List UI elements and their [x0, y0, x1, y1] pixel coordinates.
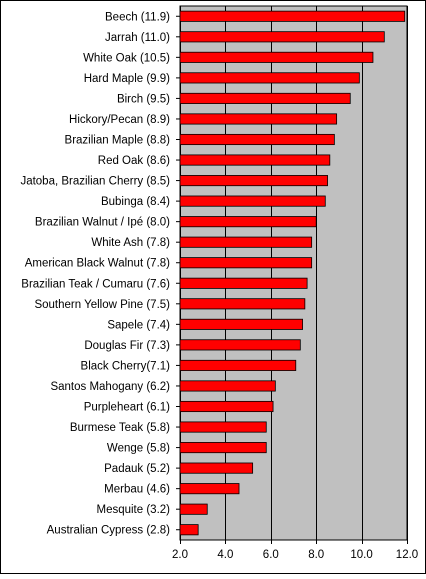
plot-area — [179, 5, 408, 541]
bar — [179, 442, 267, 454]
bar — [179, 31, 385, 43]
category-label: American Black Walnut (7.8) — [25, 258, 170, 270]
category-label: Douglas Fir (7.3) — [84, 340, 170, 352]
x-tick-label: 6.0 — [263, 549, 279, 561]
category-label: Red Oak (8.6) — [98, 155, 170, 167]
category-label: Padauk (5.2) — [104, 463, 170, 475]
bar — [179, 113, 338, 125]
bar — [179, 154, 331, 166]
x-tick-label: 10.0 — [350, 549, 372, 561]
category-labels: Beech (11.9) Jarrah (11.0) White Oak (10.5… — [20, 11, 180, 537]
bars — [179, 10, 406, 536]
bar — [179, 483, 240, 495]
category-label: Bubinga (8.4) — [101, 196, 170, 208]
category-label: Jatoba, Brazilian Cherry (8.5) — [20, 176, 170, 188]
bar — [179, 257, 313, 269]
x-tick-label: 8.0 — [308, 549, 324, 561]
category-label: Sapele (7.4) — [107, 319, 170, 331]
category-label: Brazilian Walnut / Ipé (8.0) — [35, 217, 170, 229]
category-label: White Ash (7.8) — [91, 237, 170, 249]
x-tick-label: 2.0 — [172, 549, 188, 561]
bar — [179, 359, 297, 371]
category-label: Brazilian Maple (8.8) — [65, 135, 171, 147]
bar — [179, 51, 374, 63]
category-label: Burmese Teak (5.8) — [70, 422, 170, 434]
bar — [179, 72, 360, 84]
x-tick-label: 4.0 — [217, 549, 233, 561]
bar — [179, 503, 208, 515]
category-label: Purpleheart (6.1) — [84, 402, 170, 414]
category-label: Beech (11.9) — [105, 11, 170, 23]
category-label: Hard Maple (9.9) — [84, 73, 170, 85]
bar — [179, 462, 254, 474]
bar — [179, 524, 199, 536]
x-tick-labels: 2.0 4.0 6.0 8.0 10.0 12.0 — [172, 549, 418, 561]
category-label: White Oak (10.5) — [83, 52, 170, 64]
category-label: Santos Mahogany (6.2) — [50, 381, 170, 393]
bar — [179, 92, 351, 104]
category-label: Merbau (4.6) — [104, 484, 170, 496]
category-label: Hickory/Pecan (8.9) — [69, 114, 170, 126]
bar — [179, 380, 276, 392]
category-label: Mesquite (3.2) — [96, 504, 170, 516]
category-label: Wenge (5.8) — [107, 443, 170, 455]
category-label: Birch (9.5) — [117, 93, 170, 105]
bar — [179, 400, 274, 413]
bar — [179, 10, 406, 22]
bar — [179, 175, 328, 187]
bar — [179, 318, 303, 330]
bar — [179, 216, 317, 228]
category-label: Jarrah (11.0) — [105, 32, 170, 44]
bar — [179, 133, 335, 146]
category-label: Australian Cypress (2.8) — [47, 525, 171, 537]
category-label: Brazilian Teak / Cumaru (7.6) — [21, 278, 170, 290]
bar — [179, 298, 306, 310]
category-label: Black Cherry(7.1) — [81, 360, 171, 372]
bar — [179, 339, 301, 351]
category-label: Southern Yellow Pine (7.5) — [34, 299, 170, 311]
bar — [179, 195, 326, 207]
bar — [179, 236, 313, 248]
bar — [179, 277, 308, 289]
bar — [179, 421, 267, 433]
x-tick-label: 12.0 — [396, 549, 418, 561]
